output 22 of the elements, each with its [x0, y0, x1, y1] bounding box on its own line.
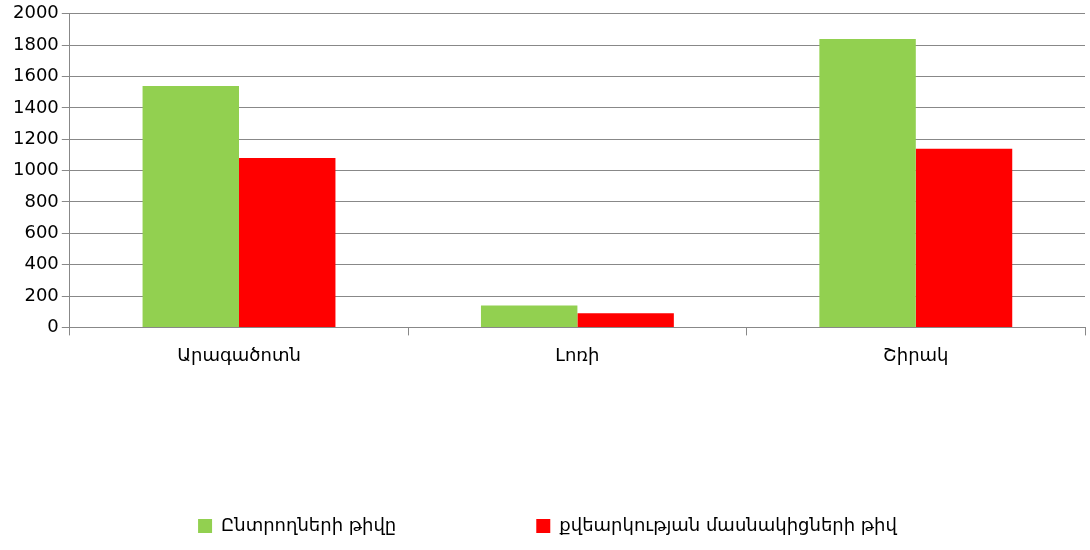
bar [915, 148, 1013, 327]
bar [239, 158, 336, 327]
bar [577, 313, 674, 327]
x-tick-label: Շիրակ [883, 343, 949, 365]
y-tick-label: 1400 [13, 95, 59, 117]
y-tick-label: 800 [24, 189, 59, 211]
bar [480, 305, 578, 327]
legend-label: Ընտրողների թիվը [221, 513, 397, 535]
x-tick-label: Արագածոտն [177, 343, 301, 365]
y-tick-label: 200 [24, 283, 59, 305]
bar [142, 85, 240, 327]
x-tick-label: Լոռի [555, 343, 600, 365]
y-tick-label: 1800 [13, 32, 59, 54]
y-tick-label: 600 [24, 220, 59, 242]
y-tick-label: 1600 [13, 64, 59, 86]
y-tick-label: 0 [47, 315, 59, 337]
y-tick-label: 1000 [13, 158, 59, 180]
y-tick-label: 2000 [13, 1, 59, 23]
y-tick-label: 400 [24, 252, 59, 274]
bar [819, 38, 916, 327]
legend-label: քվեարկության մասնակիցների թիվ [559, 513, 898, 535]
y-tick-label: 1200 [13, 126, 59, 148]
